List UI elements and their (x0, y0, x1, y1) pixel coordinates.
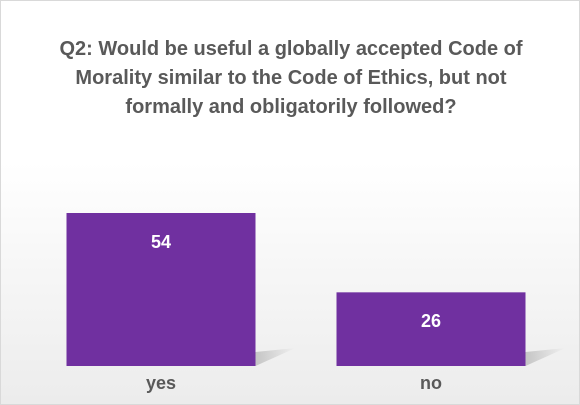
value-label: 26 (421, 311, 441, 331)
bar-shadow (525, 348, 566, 366)
bar (336, 292, 526, 366)
value-label: 54 (151, 232, 171, 252)
chart-title: Q2: Would be useful a globally accepted … (59, 38, 523, 118)
x-tick-label: yes (146, 373, 176, 393)
bar-shadow (255, 348, 296, 366)
x-tick-label: no (420, 373, 442, 393)
bar (66, 213, 256, 366)
